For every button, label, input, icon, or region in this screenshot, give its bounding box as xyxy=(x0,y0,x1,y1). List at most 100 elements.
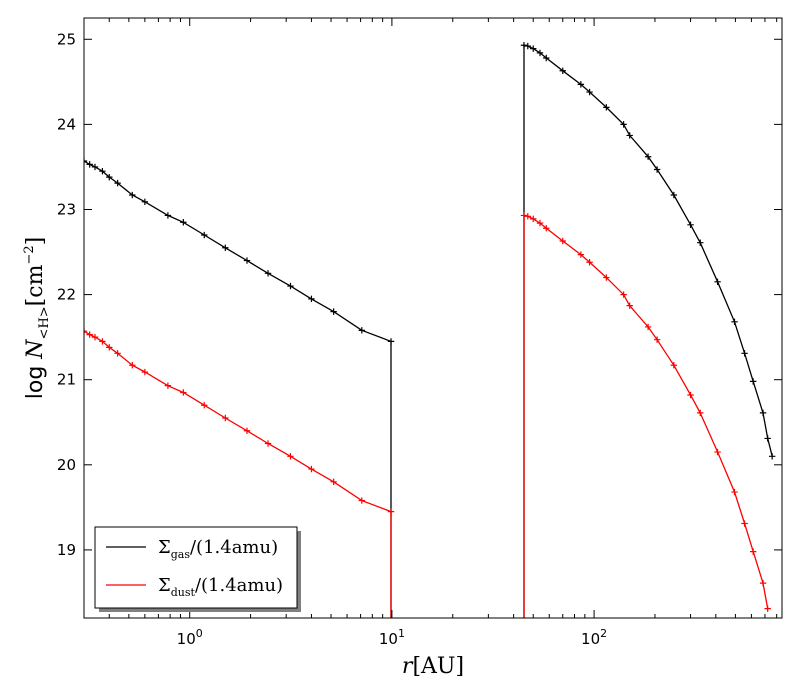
data-point-gas xyxy=(530,45,537,52)
data-point-gas xyxy=(99,167,106,175)
data-point-dust xyxy=(129,362,136,369)
data-point-gas xyxy=(731,318,738,326)
data-point-dust xyxy=(99,338,106,345)
ticks: 19 20 21 22 23 24 25 100 101 102 xyxy=(57,18,782,648)
x-axis-label: r[AU] xyxy=(402,654,464,679)
data-point-dust xyxy=(697,409,704,417)
data-point-dust xyxy=(559,237,566,245)
data-point-gas xyxy=(358,327,366,334)
data-point-gas xyxy=(86,161,93,168)
data-point-dust xyxy=(524,213,531,220)
data-point-dust xyxy=(620,291,627,298)
x-tick-label: 102 xyxy=(581,627,607,648)
data-point-dust xyxy=(530,215,537,223)
data-point-dust xyxy=(330,478,337,486)
y-tick-label: 19 xyxy=(57,541,76,559)
data-point-dust xyxy=(86,331,93,338)
data-point-dust xyxy=(520,212,528,219)
y-tick-label: 23 xyxy=(57,200,76,218)
data-point-gas xyxy=(536,49,544,57)
data-point-dust xyxy=(180,389,187,396)
plot-marks xyxy=(84,42,776,618)
data-point-dust xyxy=(114,350,121,357)
data-point-gas xyxy=(768,453,776,460)
legend-box xyxy=(94,526,298,609)
legend-label-dust: Σdust/(1.4amu) xyxy=(158,575,283,599)
data-point-gas xyxy=(577,81,585,88)
data-point-gas xyxy=(620,121,627,128)
data-point-gas xyxy=(129,191,136,199)
data-point-gas xyxy=(670,191,678,199)
y-axis-label: log N<H>[cm−2] xyxy=(22,237,52,399)
data-point-dust xyxy=(308,465,315,473)
data-point-gas xyxy=(243,257,251,264)
data-point-dust xyxy=(243,427,251,434)
data-point-dust xyxy=(358,497,366,504)
data-point-gas xyxy=(264,270,272,277)
data-point-gas xyxy=(106,173,113,181)
data-point-gas xyxy=(91,163,99,171)
y-tick-label: 20 xyxy=(57,456,76,474)
data-point-gas xyxy=(741,350,748,357)
data-point-dust xyxy=(141,368,149,376)
data-point-dust xyxy=(387,508,395,515)
x-tick-label: 101 xyxy=(379,627,405,648)
data-point-dust xyxy=(714,448,721,456)
data-point-gas xyxy=(749,378,757,385)
series-line-gas-segment-0 xyxy=(84,160,392,618)
data-point-gas xyxy=(687,221,694,229)
data-point-dust xyxy=(91,333,99,341)
data-point-dust xyxy=(84,327,88,335)
data-point-gas xyxy=(586,88,593,96)
data-point-gas xyxy=(626,132,633,139)
plot-frame xyxy=(83,17,783,619)
data-point-dust xyxy=(536,219,544,227)
data-point-dust xyxy=(603,274,610,281)
data-point-gas xyxy=(180,219,187,226)
y-tick-label: 22 xyxy=(57,286,76,304)
data-point-gas xyxy=(222,244,229,251)
data-point-dust xyxy=(741,520,748,527)
data-point-dust xyxy=(201,402,208,409)
y-tick-label: 25 xyxy=(57,30,76,48)
data-point-gas xyxy=(559,67,566,74)
legend-label-gas: Σgas/(1.4amu) xyxy=(158,537,278,561)
data-point-dust xyxy=(287,453,294,460)
data-point-dust xyxy=(731,488,738,496)
data-point-gas xyxy=(520,42,528,49)
data-point-gas xyxy=(201,231,208,239)
data-point-dust xyxy=(164,382,172,389)
legend: Σgas/(1.4amu) Σdust/(1.4amu) xyxy=(94,526,301,612)
data-point-dust xyxy=(586,259,593,266)
data-point-gas xyxy=(764,435,771,442)
data-point-dust xyxy=(670,362,678,369)
data-point-dust xyxy=(264,440,272,447)
data-point-gas xyxy=(697,239,704,246)
y-tick-label: 21 xyxy=(57,371,76,389)
series-line-gas-segment-1 xyxy=(523,44,773,618)
x-tick-label: 100 xyxy=(177,627,203,648)
data-point-dust xyxy=(687,391,694,399)
series-line-dust-segment-1 xyxy=(523,214,769,618)
data-point-dust xyxy=(764,605,771,612)
series-group xyxy=(84,42,776,618)
data-point-gas xyxy=(653,166,661,173)
data-point-gas xyxy=(714,278,721,286)
data-point-gas xyxy=(164,212,172,219)
data-point-gas xyxy=(387,338,395,345)
y-tick-label: 24 xyxy=(57,115,76,133)
data-point-gas xyxy=(644,153,652,160)
data-point-dust xyxy=(222,414,229,422)
series-line-dust-segment-0 xyxy=(84,330,392,618)
data-point-dust xyxy=(577,251,585,258)
data-point-gas xyxy=(603,104,610,111)
data-point-gas xyxy=(287,282,294,290)
data-point-gas xyxy=(84,157,88,165)
data-point-dust xyxy=(106,344,113,351)
data-point-gas xyxy=(330,308,337,315)
data-point-dust xyxy=(653,336,661,343)
data-point-dust xyxy=(759,579,767,587)
data-point-dust xyxy=(749,548,757,555)
data-point-gas xyxy=(114,179,121,187)
